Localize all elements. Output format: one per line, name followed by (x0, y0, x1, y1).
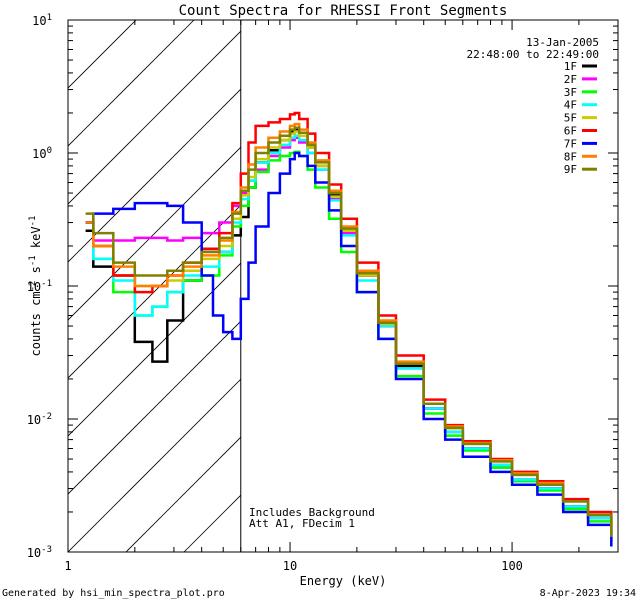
legend-label-8f: 8F (564, 150, 577, 163)
footer-timestamp: 8-Apr-2023 19:34 (540, 588, 636, 599)
series-line-9f (85, 126, 613, 537)
y-tick-label: 10-3 (27, 545, 52, 560)
legend-label-6f: 6F (564, 125, 577, 138)
series-layer (85, 111, 613, 547)
x-tick-label: 100 (501, 559, 523, 573)
legend-label-7f: 7F (564, 137, 577, 150)
x-tick-label: 10 (283, 559, 297, 573)
y-tick-label: 10-1 (27, 279, 52, 294)
legend-label-4f: 4F (564, 99, 577, 112)
series-line-7f (85, 151, 613, 547)
legend-label-9f: 9F (564, 163, 577, 176)
y-tick-label: 100 (32, 146, 52, 161)
x-tick-label: 1 (64, 559, 71, 573)
chart-title: Count Spectra for RHESSI Front Segments (179, 3, 508, 19)
x-axis-label: Energy (keV) (300, 574, 387, 588)
date-label: 13-Jan-2005 (526, 36, 599, 49)
footer-generated-by: Generated by hsi_min_spectra_plot.pro (2, 588, 225, 599)
y-tick-label: 101 (32, 13, 52, 28)
annotation-background: Includes Background (249, 506, 375, 519)
y-axis-label: counts cm-2 s-1 keV-1 (28, 216, 43, 357)
y-axis-ticks: 101 100 10-1 10-2 10-3 (27, 13, 618, 560)
legend-label-5f: 5F (564, 112, 577, 125)
x-axis-ticks: 1 10 100 (64, 20, 619, 573)
legend-label-3f: 3F (564, 86, 577, 99)
legend-label-2f: 2F (564, 73, 577, 86)
annotation-attenuator: Att A1, FDecim 1 (249, 517, 355, 530)
time-range-label: 22:48:00 to 22:49:00 (467, 48, 599, 61)
y-tick-label: 10-2 (27, 412, 52, 427)
legend-label-1f: 1F (564, 60, 577, 73)
